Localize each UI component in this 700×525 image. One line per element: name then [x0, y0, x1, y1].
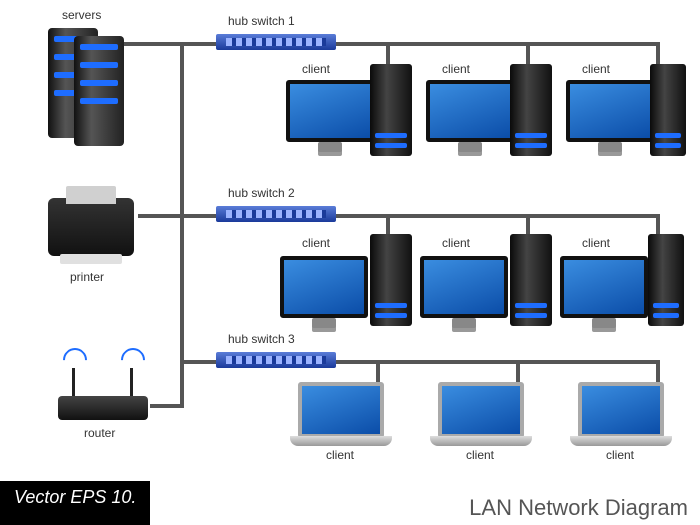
hub-switch-1-icon	[216, 34, 336, 50]
drop-r2c2	[526, 214, 530, 236]
monitor-icon	[286, 80, 374, 142]
server-icon	[74, 36, 124, 146]
cable-router-up	[180, 360, 184, 406]
cable-printer	[138, 214, 184, 218]
switch3-label: hub switch 3	[228, 332, 295, 346]
cable-switch2	[180, 214, 216, 218]
cable-switch1	[180, 42, 216, 46]
cable-switch3	[180, 360, 216, 364]
drop-r1c1	[386, 42, 390, 64]
drop-r3c2	[516, 360, 520, 382]
tower-icon	[648, 234, 684, 326]
drop-r3c1	[376, 360, 380, 382]
printer-icon	[48, 198, 134, 256]
tower-icon	[370, 234, 412, 326]
laptop-icon	[290, 382, 392, 446]
monitor-icon	[420, 256, 508, 318]
drop-r2c1	[386, 214, 390, 236]
bus-row2-end	[656, 214, 660, 236]
router-icon	[58, 396, 148, 420]
bus-row3-end	[656, 360, 660, 382]
client-label: client	[582, 236, 610, 250]
bus-row1-end	[656, 42, 660, 64]
client-label: client	[606, 448, 634, 462]
client-label: client	[466, 448, 494, 462]
main-backbone	[180, 42, 184, 368]
servers-label: servers	[62, 8, 101, 22]
cable-router	[150, 404, 184, 408]
drop-r1c2	[526, 42, 530, 64]
monitor-icon	[280, 256, 368, 318]
switch1-label: hub switch 1	[228, 14, 295, 28]
client-label: client	[302, 62, 330, 76]
monitor-icon	[426, 80, 514, 142]
bus-row2	[336, 214, 656, 218]
client-label: client	[442, 62, 470, 76]
client-label: client	[302, 236, 330, 250]
laptop-icon	[430, 382, 532, 446]
tower-icon	[510, 234, 552, 326]
tower-icon	[370, 64, 412, 156]
hub-switch-2-icon	[216, 206, 336, 222]
monitor-icon	[566, 80, 654, 142]
router-label: router	[84, 426, 115, 440]
bus-row1	[336, 42, 656, 46]
laptop-icon	[570, 382, 672, 446]
vector-badge: Vector EPS 10.	[0, 481, 150, 525]
printer-label: printer	[70, 270, 104, 284]
client-label: client	[442, 236, 470, 250]
diagram-title: LAN Network Diagram	[469, 495, 688, 521]
switch2-label: hub switch 2	[228, 186, 295, 200]
client-label: client	[582, 62, 610, 76]
monitor-icon	[560, 256, 648, 318]
client-label: client	[326, 448, 354, 462]
tower-icon	[510, 64, 552, 156]
bus-row3	[336, 360, 656, 364]
hub-switch-3-icon	[216, 352, 336, 368]
tower-icon	[650, 64, 686, 156]
